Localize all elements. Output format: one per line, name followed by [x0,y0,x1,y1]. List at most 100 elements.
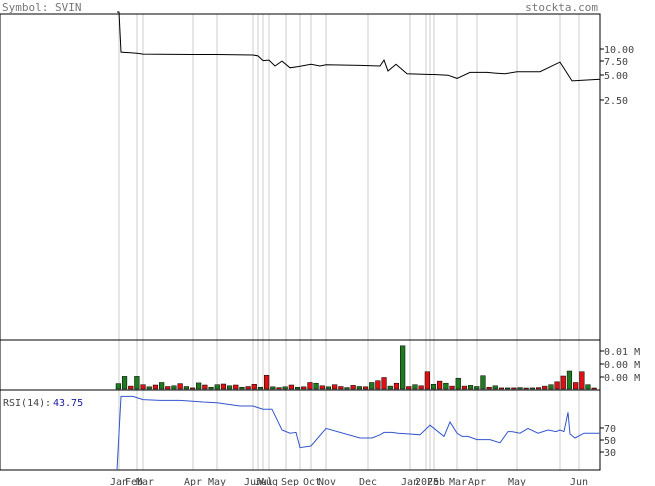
volume-bar-down [418,385,424,390]
volume-bar-up [356,386,362,390]
volume-bar-down [406,386,412,390]
month-tick-label: Mar [449,477,467,486]
month-tick-label: Sep [281,477,299,486]
volume-bar-up [270,386,276,390]
volume-bar-down [362,386,369,390]
volume-bar-down [393,382,400,390]
volume-bar-up [208,386,214,390]
volume-bar-up [115,383,121,390]
volume-bar-down [535,387,542,390]
volume-bar-up [400,345,406,390]
volume-bar-up [196,382,202,390]
volume-bar-up [566,370,573,390]
volume-bar-up [214,384,220,390]
volume-bar-down [437,380,443,390]
price-line [117,11,601,82]
month-tick-label: Jul [255,477,273,486]
vertical-gridlines [118,14,580,470]
volume-bar-down [319,385,325,390]
volume-bar-down [511,387,517,390]
month-tick-label: Apr [468,477,486,486]
volume-bar-up [183,386,189,390]
volume-bar-up [443,382,449,390]
price-tick-label: 5.00 [604,71,628,82]
volume-bar-up [412,384,418,390]
rsi-title: RSI(14) [3,398,45,409]
volume-bar-up [467,385,474,390]
volume-bar-up [505,387,511,390]
volume-bar-down [560,375,566,390]
symbol-label: Symbol: [2,1,48,14]
volume-bar-up [369,382,375,390]
volume-bar-up [171,385,177,390]
volume-bar-down [486,386,492,390]
volume-bar-up [480,375,486,390]
volume-bar-down [375,380,381,390]
month-tick-label: 2025 [415,477,439,486]
rsi-current-value: 43.75 [53,398,83,409]
price-tick-label: 10.00 [604,45,634,56]
volume-bar-down [288,384,294,390]
volume-bar-up [474,386,480,390]
site-name: stockta.com [525,1,598,14]
volume-tick-label: 0.00 M [604,360,640,371]
volume-bar-down [140,384,146,390]
volume-bar-down [554,381,560,390]
volume-bar-down [381,377,387,390]
volume-bar-down [542,385,548,390]
volume-bar-up [294,386,301,390]
volume-bar-up [313,382,319,390]
month-tick-label: Mar [136,477,154,486]
month-tick-label: Jun [570,477,588,486]
volume-bar-down [338,386,344,390]
volume-bar-down [350,385,356,390]
volume-bar-down [220,383,227,390]
volume-bar-up [344,387,350,390]
price-tick-label: 2.50 [604,96,628,107]
month-tick-label: Aug [260,477,278,486]
volume-bar-down [449,385,455,390]
volume-bar-down [591,387,597,390]
volume-bar-down [233,384,239,390]
volume-bar-down [579,371,585,390]
volume-bar-down [461,385,468,390]
volume-bar-up [121,376,128,390]
volume-bars [115,345,597,390]
month-tick-label: Dec [359,477,377,486]
volume-axis: 0.01 M 0.00 M 0.00 M [600,347,640,384]
volume-bar-up [146,386,152,390]
volume-bar-down [202,384,208,390]
volume-bar-down [332,384,338,390]
volume-bar-up [387,385,393,390]
rsi-line [116,395,600,471]
month-tick-label: Jan [110,477,128,486]
volume-bar-down [523,387,529,390]
volume-bar-down [276,387,282,390]
volume-bar-down [424,371,430,390]
month-tick-label: Feb [427,477,445,486]
volume-bar-down [251,384,257,390]
month-tick-label: Oct [303,477,321,486]
month-tick-label: Jan [401,477,419,486]
volume-bar-down [301,386,307,390]
volume-bar-down [152,384,159,390]
rsi-tick-label: 70 [604,424,616,435]
volume-bar-up [159,382,165,390]
volume-bar-up [257,386,264,390]
volume-tick-label: 0.01 M [604,347,640,358]
volume-bar-up [529,387,535,390]
month-tick-label: Feb [125,477,143,486]
volume-bar-down [165,386,171,390]
volume-bar-down [245,386,251,390]
month-tick-label: Nov [318,477,336,486]
volume-bar-down [498,387,505,390]
volume-bar-up [517,387,523,390]
volume-bar-up [282,386,288,390]
volume-bar-up [430,384,437,390]
month-tick-label: Apr [184,477,202,486]
volume-bar-down [189,387,196,390]
volume-bar-down [307,382,313,390]
symbol-value: SVIN [55,1,82,14]
